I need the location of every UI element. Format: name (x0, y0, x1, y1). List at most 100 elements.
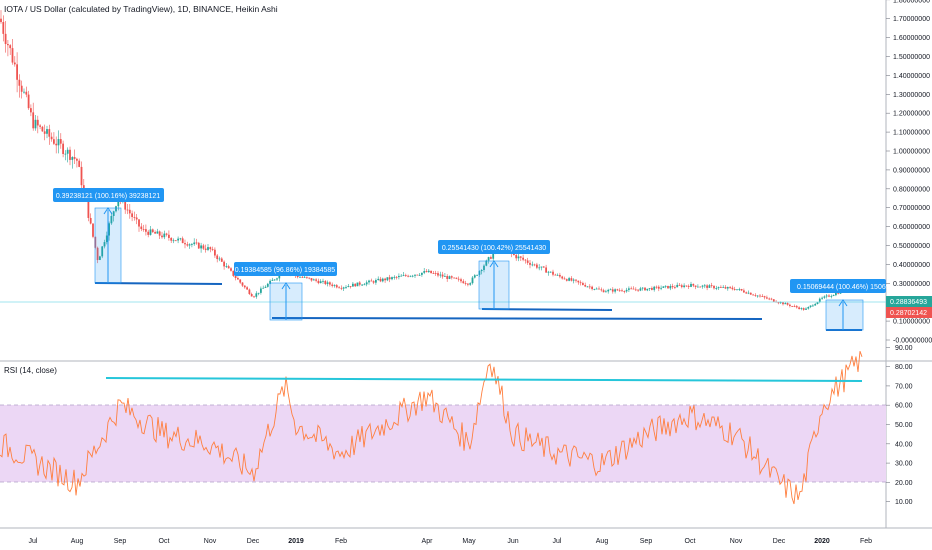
measure-2[interactable]: 0.19384585 (96.86%) 19384585 (234, 262, 337, 321)
rsi-trendline[interactable] (105, 377, 863, 382)
price-tick-label: 1.20000000 (893, 111, 930, 118)
candle-body (218, 258, 221, 260)
price-axis[interactable]: 1.80000000 1.70000000 1.60000000 1.50000000… (886, 0, 932, 345)
measure-text-2: 0.19384585 (96.86%) 19384585 (235, 267, 336, 274)
price-pane[interactable] (0, 0, 886, 360)
rsi-axis[interactable]: 90.00 80.00 70.00 60.00 50.00 40.00 30.00 20.00… (886, 345, 913, 506)
candle-body (674, 287, 676, 288)
time-tick-label: Aug (71, 538, 84, 545)
measure-tools[interactable]: 0.39238121 (100.16%) 39238121 0.19384585… (53, 188, 901, 331)
candle-body (421, 272, 423, 275)
candle-body (697, 286, 699, 288)
candle-body (651, 288, 653, 290)
candle-body (126, 209, 129, 211)
current-price-badge (886, 296, 932, 307)
candle-body (611, 289, 614, 292)
candle-body (363, 284, 366, 286)
candle-body (89, 217, 92, 224)
measure-label-1 (53, 188, 164, 202)
candle-body (609, 289, 612, 291)
candle-body (147, 231, 150, 235)
price-tick-label: 1.10000000 (893, 130, 930, 137)
candle-body (345, 287, 347, 288)
rsi-tick-label: 10.00 (895, 499, 913, 506)
price-tick-label: 0.40000000 (893, 262, 930, 269)
candle-body (338, 287, 340, 289)
candle-body (299, 276, 301, 278)
candle-body (763, 296, 766, 298)
candle-body (736, 289, 738, 291)
candle-body (708, 285, 711, 288)
candle-body (237, 277, 239, 280)
candle-body (124, 199, 127, 210)
candle-body (473, 275, 476, 278)
candle-body (315, 279, 317, 281)
candle-body (308, 277, 311, 279)
measure-3[interactable]: 0.25541430 (100.42%) 25541430 (438, 240, 550, 310)
candle-body (598, 288, 600, 290)
candle-body (170, 237, 173, 241)
candle-body (103, 242, 106, 247)
candle-body (53, 139, 55, 144)
candle-body (209, 247, 212, 250)
candle-body (729, 287, 731, 288)
candle-body (271, 279, 274, 281)
candle-body (450, 276, 453, 278)
candle-body (7, 44, 9, 46)
candle-body (140, 226, 143, 230)
candle-body (756, 295, 759, 297)
candle-body (264, 286, 267, 288)
candle-body (588, 286, 591, 288)
time-axis[interactable]: Jul Aug Sep Oct Nov Dec 2019 Feb Apr May Jun Jul Aug… (29, 538, 873, 545)
candle-body (368, 280, 370, 283)
price-tick-label: 1.50000000 (893, 54, 930, 61)
time-tick-label: 2019 (288, 538, 304, 545)
candle-body (427, 270, 430, 273)
candle-body (536, 264, 538, 268)
candle-body (754, 295, 757, 296)
candle-body (522, 257, 524, 260)
candle-body (262, 287, 265, 289)
candle-body (621, 290, 623, 292)
candle-body (62, 143, 64, 154)
candle-body (821, 297, 823, 299)
candle-body (710, 285, 713, 287)
candle-body (310, 278, 313, 281)
measure-4[interactable]: 0.15069444 (100.46%) 15069444 (790, 279, 901, 331)
candle-body (306, 276, 308, 278)
price-tick-label: 0.70000000 (893, 205, 930, 212)
candle-body (623, 291, 626, 292)
candle-body (724, 287, 727, 289)
candle-body (322, 280, 324, 282)
candle-body (740, 289, 743, 291)
support-line-2[interactable] (271, 317, 763, 320)
candle-body (404, 274, 407, 276)
candle-body (733, 289, 736, 290)
candle-body (96, 247, 99, 261)
candle-body (13, 62, 16, 65)
candle-body (246, 287, 248, 290)
candle-body (761, 296, 764, 297)
candle-body (639, 288, 642, 291)
candle-body (414, 274, 416, 276)
candle-body (64, 153, 67, 155)
measure-1[interactable]: 0.39238121 (100.16%) 39238121 (53, 188, 164, 284)
candle-body (542, 266, 545, 268)
candle-body (805, 308, 807, 310)
candle-body (556, 274, 559, 276)
candle-body (607, 289, 610, 292)
candle-body (149, 229, 152, 235)
price-tick-label: -0.00000000 (893, 338, 932, 345)
candle-body (478, 271, 481, 275)
candle-body (492, 253, 495, 259)
price-tick-label: 0.60000000 (893, 224, 930, 231)
candle-body (683, 285, 685, 288)
candle-body (444, 276, 446, 277)
candle-body (181, 238, 184, 244)
candle-body (657, 286, 660, 289)
time-tick-label: Sep (640, 538, 653, 545)
time-tick-label: Aug (596, 538, 609, 545)
candle-body (39, 125, 41, 127)
rsi-tick-label: 30.00 (895, 461, 913, 468)
